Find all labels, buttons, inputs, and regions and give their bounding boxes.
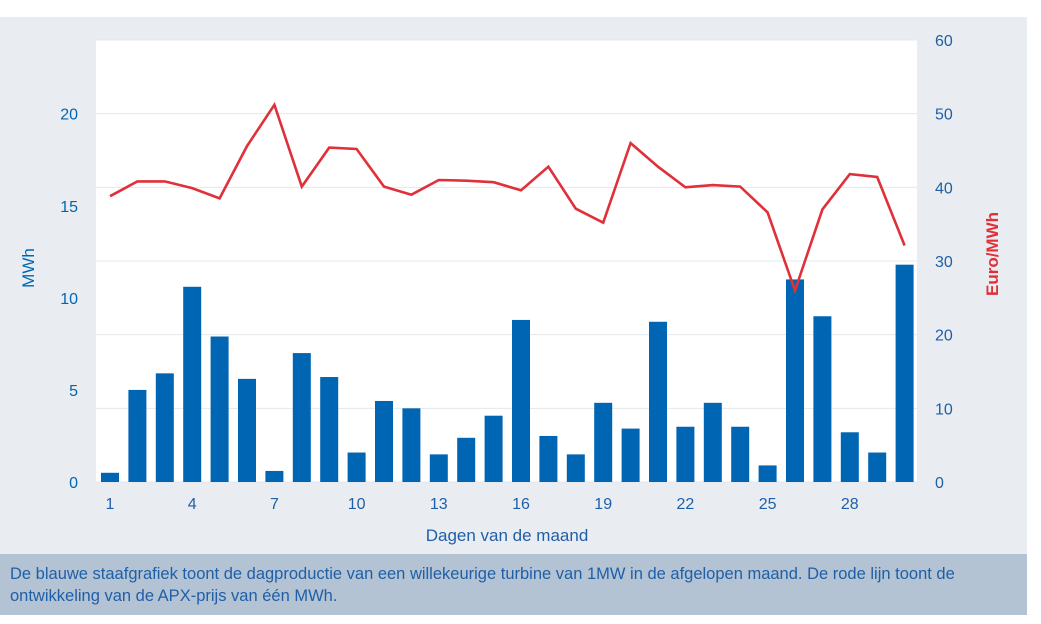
bar-day-21 xyxy=(649,321,667,482)
bar-day-27 xyxy=(813,316,832,482)
right-tick-label: 30 xyxy=(935,254,953,271)
left-axis-label: MWh xyxy=(19,248,38,288)
production-price-chart: 0 5 10 15 20 0 10 20 30 40 50 60 1 4 7 10 13 16 19 22 25 28… xyxy=(19,33,1002,545)
right-axis-label: Euro/MWh xyxy=(983,212,1002,296)
bar-day-18 xyxy=(566,454,585,482)
bar-day-4 xyxy=(183,286,202,482)
x-tick-label: 22 xyxy=(677,496,695,513)
right-tick-label: 60 xyxy=(935,33,953,50)
bar-day-3 xyxy=(155,373,174,482)
bar-day-13 xyxy=(429,454,448,482)
x-axis-ticks: 1 4 7 10 13 16 19 22 25 28 xyxy=(106,496,859,513)
bar-day-2 xyxy=(128,389,147,482)
price-line xyxy=(109,101,906,295)
x-axis-label: Dagen van de maand xyxy=(426,526,589,545)
gridlines xyxy=(96,39,917,483)
right-axis-ticks: 0 10 20 30 40 50 60 xyxy=(935,33,953,492)
bar-day-1 xyxy=(101,472,119,482)
bar-day-14 xyxy=(457,437,476,482)
chart-caption: De blauwe staafgrafiek toont de dagprodu… xyxy=(0,554,1027,615)
x-tick-label: 28 xyxy=(841,496,859,513)
bar-day-24 xyxy=(731,426,750,482)
bar-day-8 xyxy=(292,353,311,482)
bar-day-6 xyxy=(238,378,256,482)
bar-day-29 xyxy=(868,452,887,482)
bar-day-15 xyxy=(484,415,503,482)
x-tick-label: 10 xyxy=(348,496,366,513)
x-tick-label: 13 xyxy=(430,496,448,513)
bar-day-23 xyxy=(703,402,722,482)
left-tick-label: 5 xyxy=(69,383,78,400)
left-tick-label: 20 xyxy=(60,107,78,124)
bar-day-5 xyxy=(210,336,229,482)
left-tick-label: 0 xyxy=(69,475,78,492)
bar-day-19 xyxy=(594,402,613,482)
bar-day-22 xyxy=(676,426,695,482)
right-tick-label: 0 xyxy=(935,475,944,492)
right-tick-label: 20 xyxy=(935,328,953,345)
x-tick-label: 1 xyxy=(106,496,115,513)
x-tick-label: 19 xyxy=(594,496,612,513)
bar-day-17 xyxy=(539,435,558,482)
bar-day-26 xyxy=(786,279,804,482)
left-tick-label: 15 xyxy=(60,199,78,216)
x-tick-label: 16 xyxy=(512,496,530,513)
price-line-layer xyxy=(109,101,906,295)
left-axis-ticks: 0 5 10 15 20 xyxy=(60,107,78,492)
bar-day-28 xyxy=(840,432,859,482)
bar-day-20 xyxy=(621,428,640,482)
right-tick-label: 50 xyxy=(935,107,953,124)
x-tick-label: 4 xyxy=(188,496,197,513)
bar-day-25 xyxy=(758,465,777,482)
bar-day-12 xyxy=(402,408,421,482)
bar-day-7 xyxy=(265,470,284,482)
bar-day-11 xyxy=(375,400,393,482)
chart-figure: 0 5 10 15 20 0 10 20 30 40 50 60 1 4 7 10 13 16 19 22 25 28… xyxy=(0,17,1027,615)
x-tick-label: 25 xyxy=(759,496,777,513)
left-tick-label: 10 xyxy=(60,291,78,308)
right-tick-label: 10 xyxy=(935,401,953,418)
bar-day-10 xyxy=(347,452,366,482)
production-bars xyxy=(101,264,914,482)
bar-day-30 xyxy=(895,264,914,482)
right-tick-label: 40 xyxy=(935,180,953,197)
bar-day-9 xyxy=(320,377,339,482)
x-tick-label: 7 xyxy=(270,496,279,513)
bar-day-16 xyxy=(512,319,530,482)
